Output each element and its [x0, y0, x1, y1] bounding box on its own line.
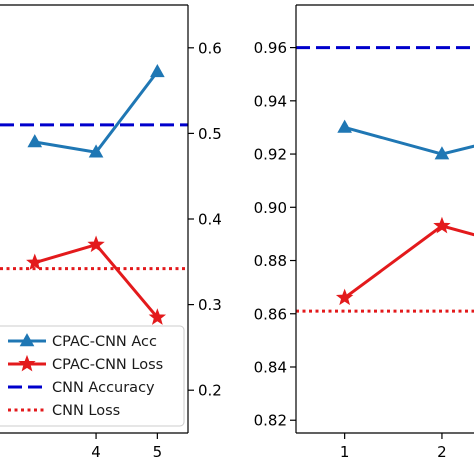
legend: CPAC-CNN Acc CPAC-CNN Loss CNN Accuracy CNN…: [0, 325, 185, 427]
left-right-axis-tick-label: 0.5: [198, 125, 222, 143]
left-right-axis-tick-label: 0.6: [198, 39, 222, 57]
right-x-axis-tick-label: 1: [340, 443, 350, 461]
right-series-1-point-1: [433, 216, 451, 234]
right-series-0-point-0: [337, 119, 352, 133]
left-series-0-point-2: [150, 63, 165, 78]
left-right-axis-tick-label: 0.2: [198, 382, 222, 400]
right-left-axis-tick-label: 0.96: [254, 39, 287, 57]
left-series-0-point-0: [27, 134, 43, 148]
right-series-1-point-0: [335, 288, 354, 306]
left-chart: 0.2 0.3 0.4 0.5 0.6 4 5 CPAC-CNN Acc CPAC-CNN Lo…: [0, 4, 222, 461]
right-chart: 0.82 0.84 0.86 0.88 0.90 0.92 0.94 0.96 1 2: [254, 4, 474, 461]
left-series-0-point-1: [88, 144, 104, 158]
right-left-axis-tick-label: 0.86: [254, 305, 287, 323]
right-plot-area: [296, 46, 474, 313]
legend-entry-3: CNN Loss: [52, 403, 120, 419]
left-right-axis-tick-label: 0.3: [198, 296, 222, 314]
legend-marker-0: [19, 333, 35, 347]
legend-entry-2: CNN Accuracy: [52, 380, 155, 396]
legend-entry-0: CPAC-CNN Acc: [52, 334, 157, 350]
right-left-axis-tick-label: 0.94: [254, 92, 287, 110]
left-right-axis-tick-label: 0.4: [198, 211, 222, 229]
left-plot-area: [0, 63, 188, 325]
left-series-1-point-2: [148, 308, 167, 325]
right-left-axis-tick-label: 0.84: [254, 358, 287, 376]
legend-box: [0, 325, 185, 427]
right-left-axis-tick-label: 0.92: [254, 146, 287, 164]
right-left-axis-tick-label: 0.90: [254, 199, 287, 217]
right-series-0-point-1: [434, 146, 450, 160]
right-left-axis-tick-label: 0.88: [254, 252, 287, 270]
left-x-axis-tick-label: 5: [153, 443, 163, 461]
right-left-axis-tick-label: 0.82: [254, 412, 287, 430]
legend-entry-1: CPAC-CNN Loss: [52, 357, 163, 373]
left-series-1-point-0: [26, 253, 44, 271]
left-series-1-point-1: [87, 235, 105, 253]
right-x-axis-tick-label: 2: [437, 443, 447, 461]
left-x-axis-tick-label: 4: [91, 443, 101, 461]
legend-marker-1: [18, 354, 36, 372]
